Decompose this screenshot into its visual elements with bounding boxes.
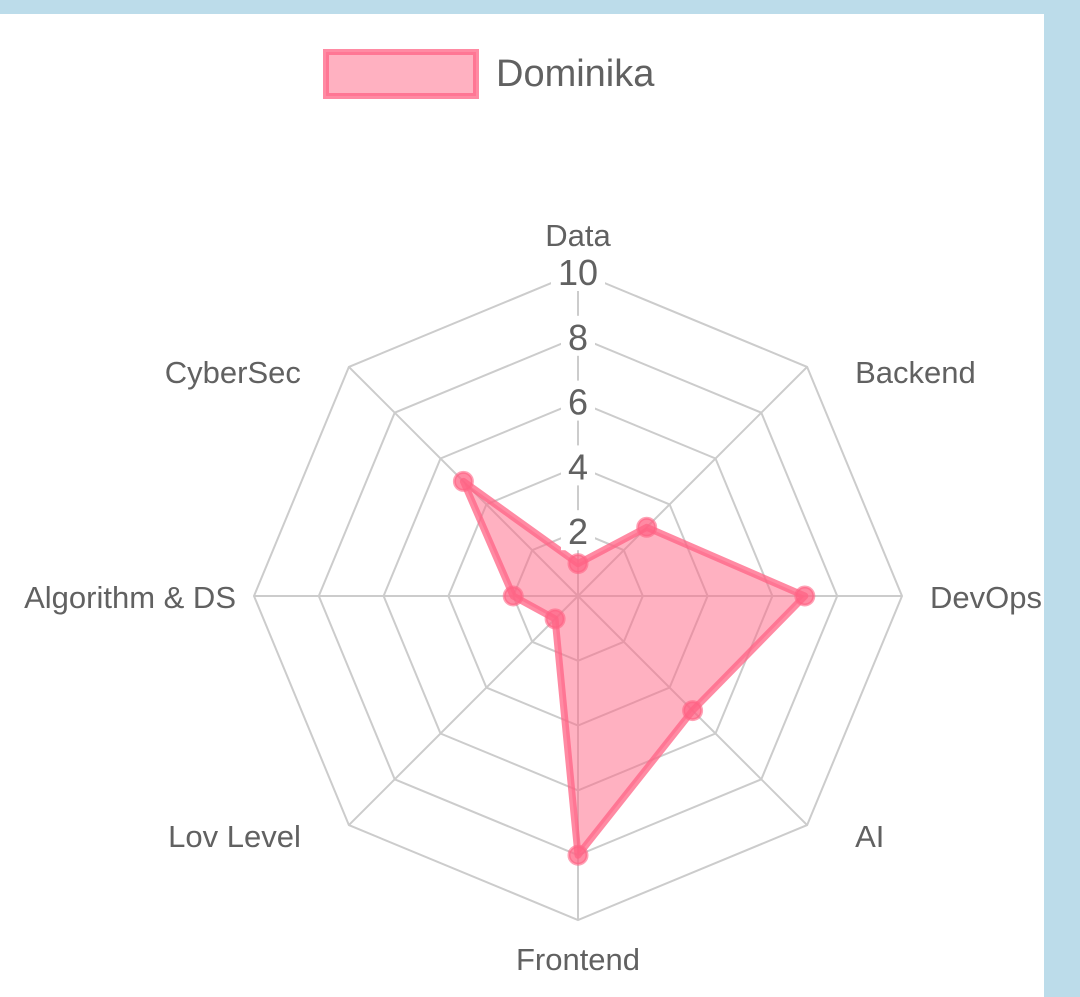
data-point-data[interactable] xyxy=(567,553,589,575)
axis-label-lov-level: Lov Level xyxy=(168,819,301,854)
axis-label-algorithm-and-ds: Algorithm & DS xyxy=(24,580,236,615)
data-series xyxy=(452,470,816,866)
axis-labels: Data Backend DevOps AI Frontend Lov Level Algo… xyxy=(24,218,1042,977)
tick-backdrop-8 xyxy=(561,315,595,356)
series-area-dominika xyxy=(459,477,809,859)
data-point-devops[interactable] xyxy=(794,585,816,607)
tick-backdrop-6 xyxy=(561,380,595,421)
tick-label-10: 10 xyxy=(558,252,598,293)
axis-label-frontend: Frontend xyxy=(516,942,640,977)
tick-label-8: 8 xyxy=(568,317,588,358)
tick-label-4: 4 xyxy=(568,446,588,487)
data-point-cybersec[interactable] xyxy=(452,470,474,492)
legend-swatch[interactable] xyxy=(323,49,479,99)
tick-label-2: 2 xyxy=(568,511,588,552)
spoke-lov-level xyxy=(348,595,579,826)
axis-label-cybersec: CyberSec xyxy=(165,355,301,390)
data-point-ai[interactable] xyxy=(682,700,704,722)
radial-ticks: 2 4 6 8 10 xyxy=(551,251,605,552)
data-point-backend[interactable] xyxy=(636,516,658,538)
axis-label-backend: Backend xyxy=(855,355,976,390)
chart-card: Dominika 2 4 6 8 10 Data Backend DevOps AI Front… xyxy=(0,14,1044,997)
tick-backdrop-10 xyxy=(551,251,605,291)
axis-label-devops: DevOps xyxy=(930,580,1042,615)
data-point-algorithm-and-ds[interactable] xyxy=(502,585,524,607)
data-point-frontend[interactable] xyxy=(567,844,589,866)
tick-label-6: 6 xyxy=(568,382,588,423)
legend[interactable]: Dominika xyxy=(323,49,655,99)
axis-label-data: Data xyxy=(545,218,611,253)
tick-backdrop-2 xyxy=(561,510,595,551)
radar-chart: Dominika 2 4 6 8 10 Data Backend DevOps AI Front… xyxy=(24,49,1042,977)
axis-label-ai: AI xyxy=(855,819,884,854)
legend-label[interactable]: Dominika xyxy=(496,53,655,95)
tick-backdrop-4 xyxy=(561,445,595,486)
data-point-lov-level[interactable] xyxy=(544,608,566,630)
